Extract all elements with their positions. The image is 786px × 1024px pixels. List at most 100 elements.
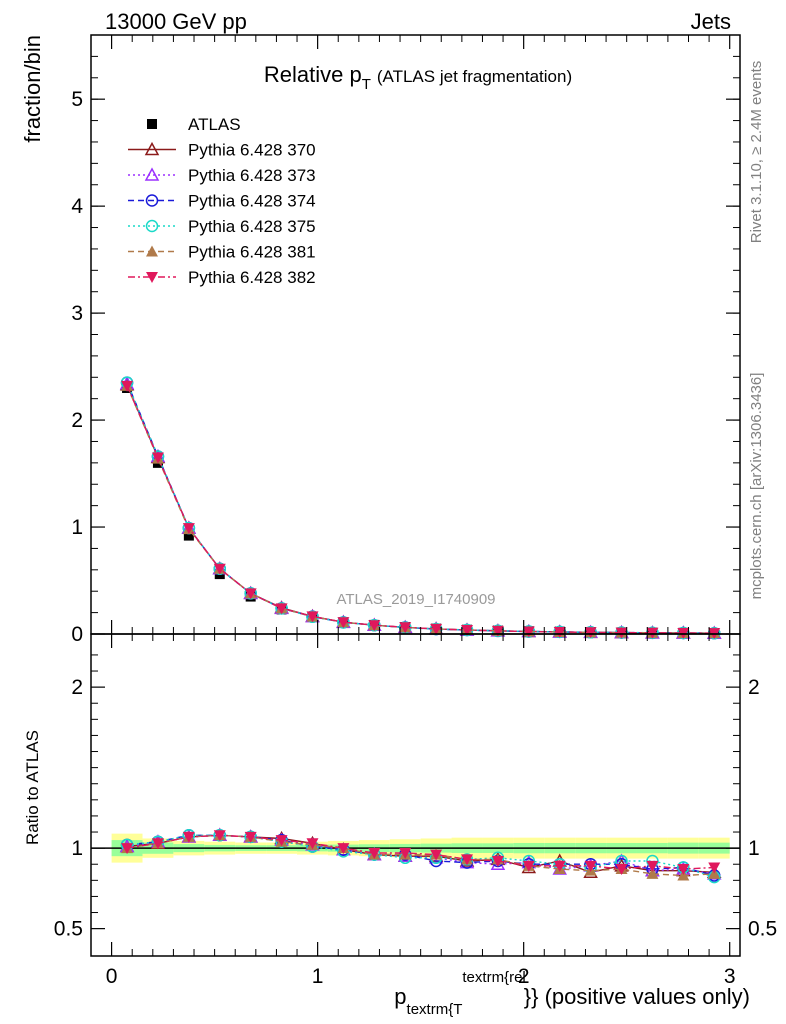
data-point bbox=[615, 864, 628, 876]
legend-marker bbox=[144, 167, 160, 181]
y-tick-label: 2 bbox=[71, 676, 83, 699]
x-axis-title-p: p bbox=[394, 984, 406, 1009]
series-line bbox=[127, 834, 715, 878]
legend-label: Pythia 6.428 381 bbox=[188, 243, 316, 262]
x-tick-label: 0 bbox=[106, 965, 118, 988]
data-point bbox=[213, 563, 226, 575]
y-tick-label: 2 bbox=[71, 409, 83, 432]
y-tick-label: 3 bbox=[71, 302, 83, 325]
plot-title-main: Relative p bbox=[264, 62, 362, 87]
data-point bbox=[213, 830, 226, 842]
data-point bbox=[615, 627, 628, 639]
data-point bbox=[337, 617, 350, 629]
data-point bbox=[708, 862, 721, 874]
data-point bbox=[553, 626, 566, 638]
series-line bbox=[126, 834, 715, 877]
x-tick-label: 3 bbox=[724, 965, 736, 988]
header-right: Jets bbox=[691, 9, 731, 34]
legend-entry: Pythia 6.428 374 bbox=[128, 192, 316, 211]
data-point bbox=[430, 849, 443, 861]
data-point bbox=[491, 856, 504, 868]
data-point bbox=[430, 623, 443, 635]
data-point bbox=[182, 523, 195, 535]
y-tick-label: 4 bbox=[71, 195, 83, 218]
x-axis-title-tail: } (positive values only) bbox=[531, 984, 750, 1009]
y-tick-label-right: 0.5 bbox=[748, 918, 777, 941]
data-point bbox=[584, 627, 597, 639]
legend-label: Pythia 6.428 370 bbox=[188, 141, 316, 160]
y-tick-label: 0 bbox=[71, 623, 83, 646]
x-axis-title: ptextrm{T textrm{rel}} (positive values o… bbox=[394, 969, 750, 1018]
main-y-axis-title: fraction/bin bbox=[20, 35, 45, 143]
series-pythia-6-428-382 bbox=[121, 830, 721, 876]
data-point bbox=[275, 603, 288, 615]
series-line bbox=[126, 834, 715, 875]
legend-marker bbox=[146, 272, 158, 283]
data-point bbox=[306, 611, 319, 623]
analysis-watermark: ATLAS_2019_I1740909 bbox=[336, 591, 495, 608]
data-point bbox=[244, 831, 257, 843]
plot-title-sub: T bbox=[362, 76, 371, 93]
y-tick-label: 1 bbox=[71, 837, 83, 860]
rivet-label: Rivet 3.1.10, ≥ 2.4M events bbox=[748, 61, 765, 244]
data-point bbox=[183, 530, 194, 541]
data-point bbox=[121, 843, 134, 855]
data-point bbox=[646, 627, 659, 639]
legend-marker bbox=[147, 119, 157, 129]
legend-label: Pythia 6.428 382 bbox=[188, 268, 316, 287]
x-axis-title-sub: textrm{T bbox=[407, 1001, 463, 1018]
legend-marker bbox=[144, 141, 160, 156]
data-point bbox=[151, 838, 164, 850]
data-point bbox=[461, 625, 474, 637]
mcplots-label: mcplots.cern.ch [arXiv:1306.3436] bbox=[748, 373, 765, 600]
data-point bbox=[121, 380, 134, 392]
x-tick-label: 2 bbox=[518, 965, 530, 988]
y-tick-label: 0.5 bbox=[54, 918, 83, 941]
data-point bbox=[646, 860, 659, 872]
y-tick-label: 1 bbox=[71, 516, 83, 539]
data-point bbox=[677, 864, 690, 876]
y-tick-label-right: 2 bbox=[748, 676, 760, 699]
data-point bbox=[522, 860, 535, 872]
data-point bbox=[275, 835, 288, 847]
x-axis-title-brace: } bbox=[524, 984, 531, 1009]
data-point bbox=[337, 843, 350, 855]
legend-marker bbox=[145, 219, 159, 233]
legend-entry: Pythia 6.428 373 bbox=[128, 166, 316, 185]
data-point bbox=[368, 847, 381, 859]
data-point bbox=[306, 838, 319, 850]
data-point bbox=[399, 622, 412, 634]
x-axis-title-sup: textrm{rel bbox=[462, 969, 525, 986]
header-left: 13000 GeV pp bbox=[105, 9, 247, 34]
ratio-panel: 0.5 0.5 1 1 2 2 0 1 2 3 bbox=[54, 633, 777, 988]
data-point bbox=[244, 588, 257, 600]
data-point bbox=[182, 831, 195, 843]
legend-marker bbox=[145, 194, 159, 207]
data-point bbox=[491, 625, 504, 637]
plot-title: Relative pT (ATLAS jet fragmentation) bbox=[264, 62, 572, 93]
legend-entry: Pythia 6.428 375 bbox=[128, 217, 316, 236]
legend: ATLAS Pythia 6.428 370 Pythia 6.428 373 Pyt… bbox=[128, 115, 316, 287]
y-tick-label-right: 1 bbox=[748, 837, 760, 860]
data-point bbox=[646, 867, 659, 879]
panel-frame bbox=[90, 633, 741, 957]
legend-label: Pythia 6.428 374 bbox=[188, 192, 316, 211]
data-point bbox=[399, 847, 412, 859]
legend-marker bbox=[146, 245, 158, 257]
y-tick-label: 5 bbox=[71, 88, 83, 111]
x-tick-label: 1 bbox=[312, 965, 324, 988]
plot-title-suffix: (ATLAS jet fragmentation) bbox=[377, 67, 572, 86]
main-panel: 0 1 2 3 4 5 bbox=[71, 34, 741, 646]
data-point bbox=[461, 854, 474, 866]
legend-label: ATLAS bbox=[188, 115, 241, 134]
legend-label: Pythia 6.428 373 bbox=[188, 166, 316, 185]
data-point bbox=[151, 452, 164, 464]
legend-entry: ATLAS bbox=[147, 115, 241, 134]
data-point bbox=[522, 626, 535, 638]
data-point bbox=[553, 860, 566, 872]
data-point bbox=[584, 860, 597, 872]
legend-label: Pythia 6.428 375 bbox=[188, 217, 316, 236]
legend-entry: Pythia 6.428 370 bbox=[128, 141, 316, 160]
ratio-y-axis-title: Ratio to ATLAS bbox=[23, 730, 42, 845]
